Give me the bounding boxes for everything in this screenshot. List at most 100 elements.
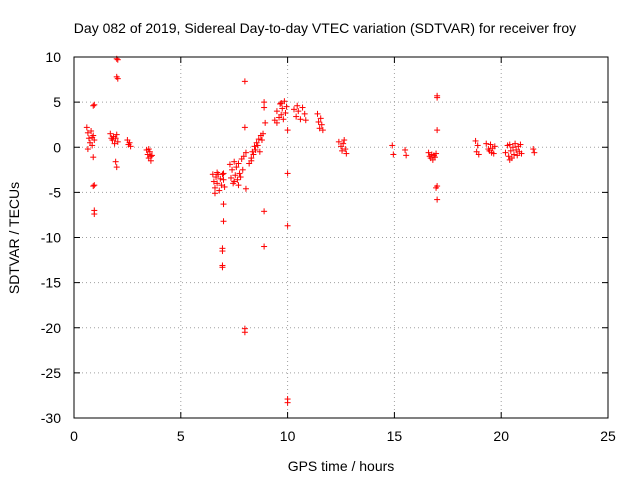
data-point — [284, 399, 291, 406]
data-point — [241, 124, 248, 131]
data-point — [273, 119, 280, 126]
data-point — [283, 103, 290, 110]
data-point — [220, 201, 227, 208]
y-axis-label: SDTVAR / TECUs — [6, 182, 22, 294]
data-point — [506, 141, 513, 148]
data-point — [251, 143, 258, 150]
x-tick-label: 0 — [70, 428, 78, 444]
data-point — [434, 196, 441, 203]
data-point — [431, 154, 438, 161]
data-point — [90, 102, 97, 109]
data-point — [107, 130, 114, 137]
data-point — [216, 187, 223, 194]
data-point — [390, 151, 397, 158]
data-point — [242, 185, 249, 192]
y-tick-label: -30 — [41, 410, 61, 426]
data-point — [89, 134, 96, 141]
data-point — [220, 218, 227, 225]
data-point — [91, 211, 98, 218]
data-point — [277, 100, 284, 107]
data-point — [218, 182, 225, 189]
data-point — [299, 104, 306, 111]
y-tick-label: 0 — [53, 139, 61, 155]
data-point — [113, 131, 120, 138]
y-tick-label: 10 — [45, 49, 61, 65]
data-point — [279, 105, 286, 112]
data-point — [211, 190, 218, 197]
data-point — [112, 158, 119, 165]
data-point — [295, 108, 302, 115]
data-point — [281, 98, 288, 105]
data-point — [512, 140, 519, 147]
data-point — [241, 329, 248, 336]
data-point — [253, 139, 260, 146]
data-point — [518, 150, 525, 157]
data-point — [84, 146, 91, 153]
data-point — [502, 149, 509, 156]
data-point — [315, 118, 322, 125]
data-point — [433, 184, 440, 191]
data-point — [90, 183, 97, 190]
data-point — [83, 124, 90, 131]
grid-layer — [74, 57, 608, 418]
data-point — [235, 160, 242, 167]
data-point — [261, 104, 268, 111]
data-point — [335, 138, 342, 145]
data-point — [219, 264, 226, 271]
data-point — [284, 222, 291, 229]
data-point — [234, 176, 241, 183]
data-point — [319, 127, 326, 134]
data-point — [514, 152, 521, 159]
data-point — [284, 170, 291, 177]
data-point — [242, 149, 249, 156]
data-point — [146, 148, 153, 155]
data-point — [297, 116, 304, 123]
y-tick-label: -10 — [41, 230, 61, 246]
data-point — [249, 148, 256, 155]
data-point — [291, 106, 298, 113]
data-point — [254, 142, 261, 149]
data-point — [505, 153, 512, 160]
x-tick-label: 25 — [600, 428, 616, 444]
x-tick-label: 10 — [280, 428, 296, 444]
data-point — [339, 147, 346, 154]
data-point — [434, 94, 441, 101]
y-tick-label: -15 — [41, 275, 61, 291]
data-point — [221, 183, 228, 190]
data-point — [255, 136, 262, 143]
data-point — [85, 135, 92, 142]
y-tick-label: -25 — [41, 365, 61, 381]
data-point — [483, 140, 490, 147]
data-point — [302, 117, 309, 124]
data-point — [531, 149, 538, 156]
data-point — [237, 174, 244, 181]
data-point — [301, 110, 308, 117]
data-point — [91, 101, 98, 108]
data-point — [219, 248, 226, 255]
data-point — [507, 147, 514, 154]
data-point — [235, 182, 242, 189]
data-point — [491, 143, 498, 150]
data-point — [211, 184, 218, 191]
y-tick-label: -5 — [49, 184, 62, 200]
data-point — [220, 170, 227, 177]
data-point — [426, 153, 433, 160]
data-point — [403, 152, 410, 159]
data-point — [273, 108, 280, 115]
data-point — [278, 111, 285, 118]
data-point — [258, 137, 265, 144]
data-point — [84, 129, 91, 136]
data-point — [114, 138, 121, 145]
data-point — [316, 125, 323, 132]
data-point — [402, 146, 409, 153]
data-point — [261, 99, 268, 106]
data-point — [487, 141, 494, 148]
data-point — [342, 146, 349, 153]
data-point — [434, 127, 441, 134]
data-point — [509, 144, 516, 151]
data-point — [252, 146, 259, 153]
data-point — [91, 182, 98, 189]
data-point — [340, 140, 347, 147]
data-point — [88, 128, 95, 135]
data-point — [282, 109, 289, 116]
